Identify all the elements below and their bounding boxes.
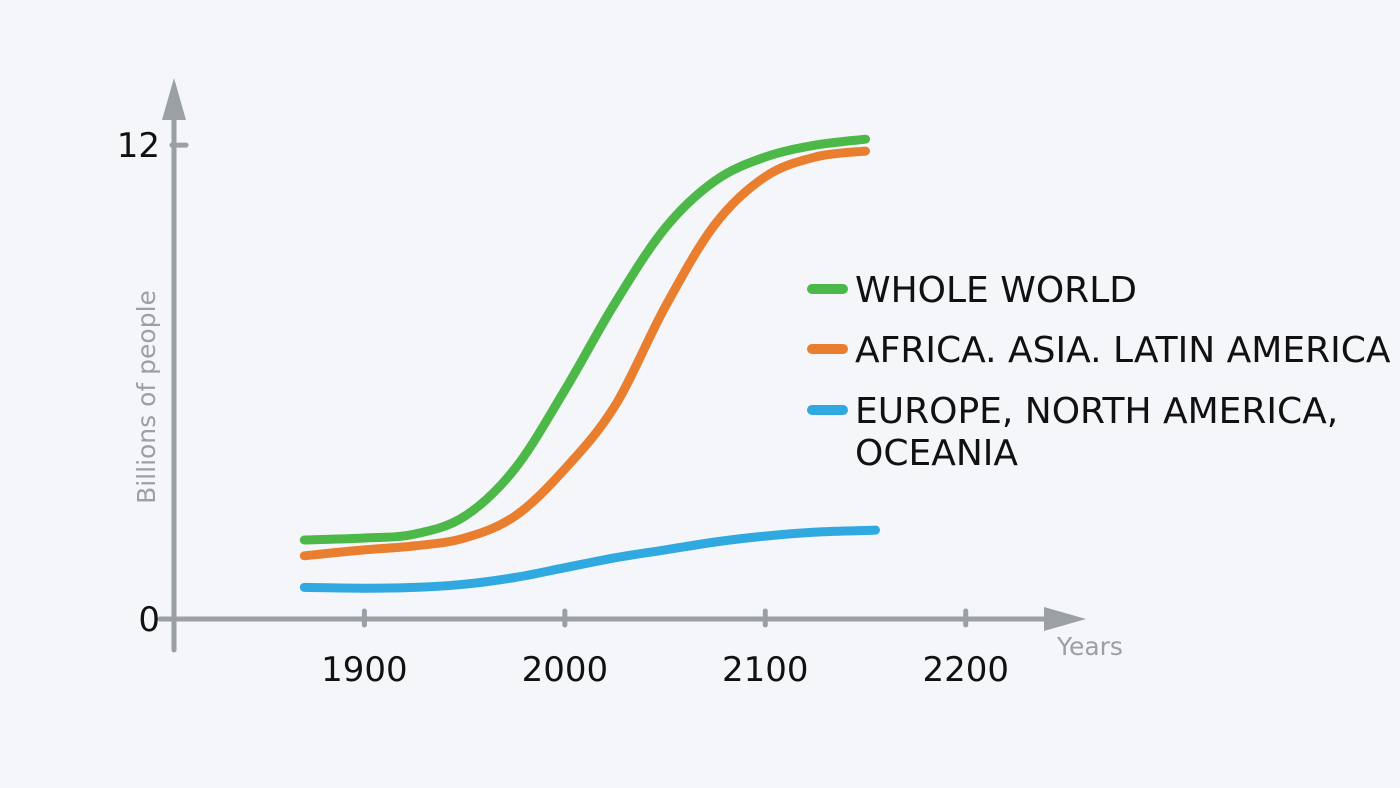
series-line-whole-world <box>299 134 870 545</box>
legend-label: WHOLE WORLD <box>855 270 1137 311</box>
y-tick-label: 12 <box>117 126 160 166</box>
legend-label: EUROPE, NORTH AMERICA, <box>855 391 1338 432</box>
legend-label: AFRICA. ASIA. LATIN AMERICA <box>855 330 1391 371</box>
y-axis-label: Billions of people <box>132 290 161 504</box>
x-tick-label: 2200 <box>922 650 1009 690</box>
x-tick-label: 2100 <box>722 650 809 690</box>
y-tick-label: 0 <box>138 600 160 640</box>
legend-label: OCEANIA <box>855 433 1018 474</box>
series-lines <box>299 134 880 593</box>
x-axis-arrow-icon <box>1044 607 1086 631</box>
series-line-europe-north-america-oceania <box>299 525 880 593</box>
legend: WHOLE WORLD AFRICA. ASIA. LATIN AMERICA EU… <box>807 270 1391 474</box>
ticks: 1900 2000 2100 2200 0 12 <box>117 126 1009 690</box>
series-line-africa-asia-latin-america <box>299 146 870 561</box>
axes <box>157 78 1086 653</box>
x-tick-label: 1900 <box>321 650 408 690</box>
x-axis-label: Years <box>1056 632 1123 661</box>
y-axis-arrow-icon <box>162 78 186 120</box>
x-tick-label: 2000 <box>522 650 609 690</box>
